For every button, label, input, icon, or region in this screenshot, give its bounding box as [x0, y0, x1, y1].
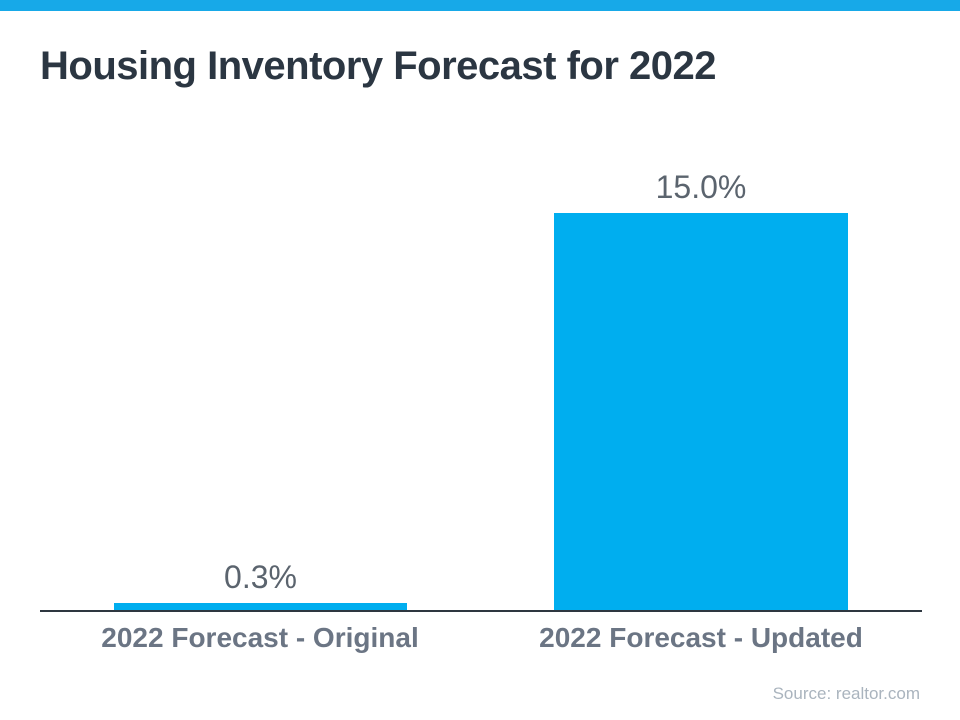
category-label-original: 2022 Forecast - Original: [101, 622, 419, 653]
value-label-updated: 15.0%: [655, 168, 747, 205]
page-title: Housing Inventory Forecast for 2022: [40, 44, 717, 88]
x-axis-line: [40, 610, 922, 612]
source-note: Source: realtor.com: [772, 684, 920, 703]
category-label-updated: 2022 Forecast - Updated: [539, 622, 863, 653]
brand-stripe: [0, 0, 960, 11]
bar-original: [114, 603, 407, 611]
value-label-original: 0.3%: [224, 558, 297, 595]
plot-area: 0.3% 15.0%: [40, 169, 922, 611]
bar-updated: [554, 213, 848, 611]
